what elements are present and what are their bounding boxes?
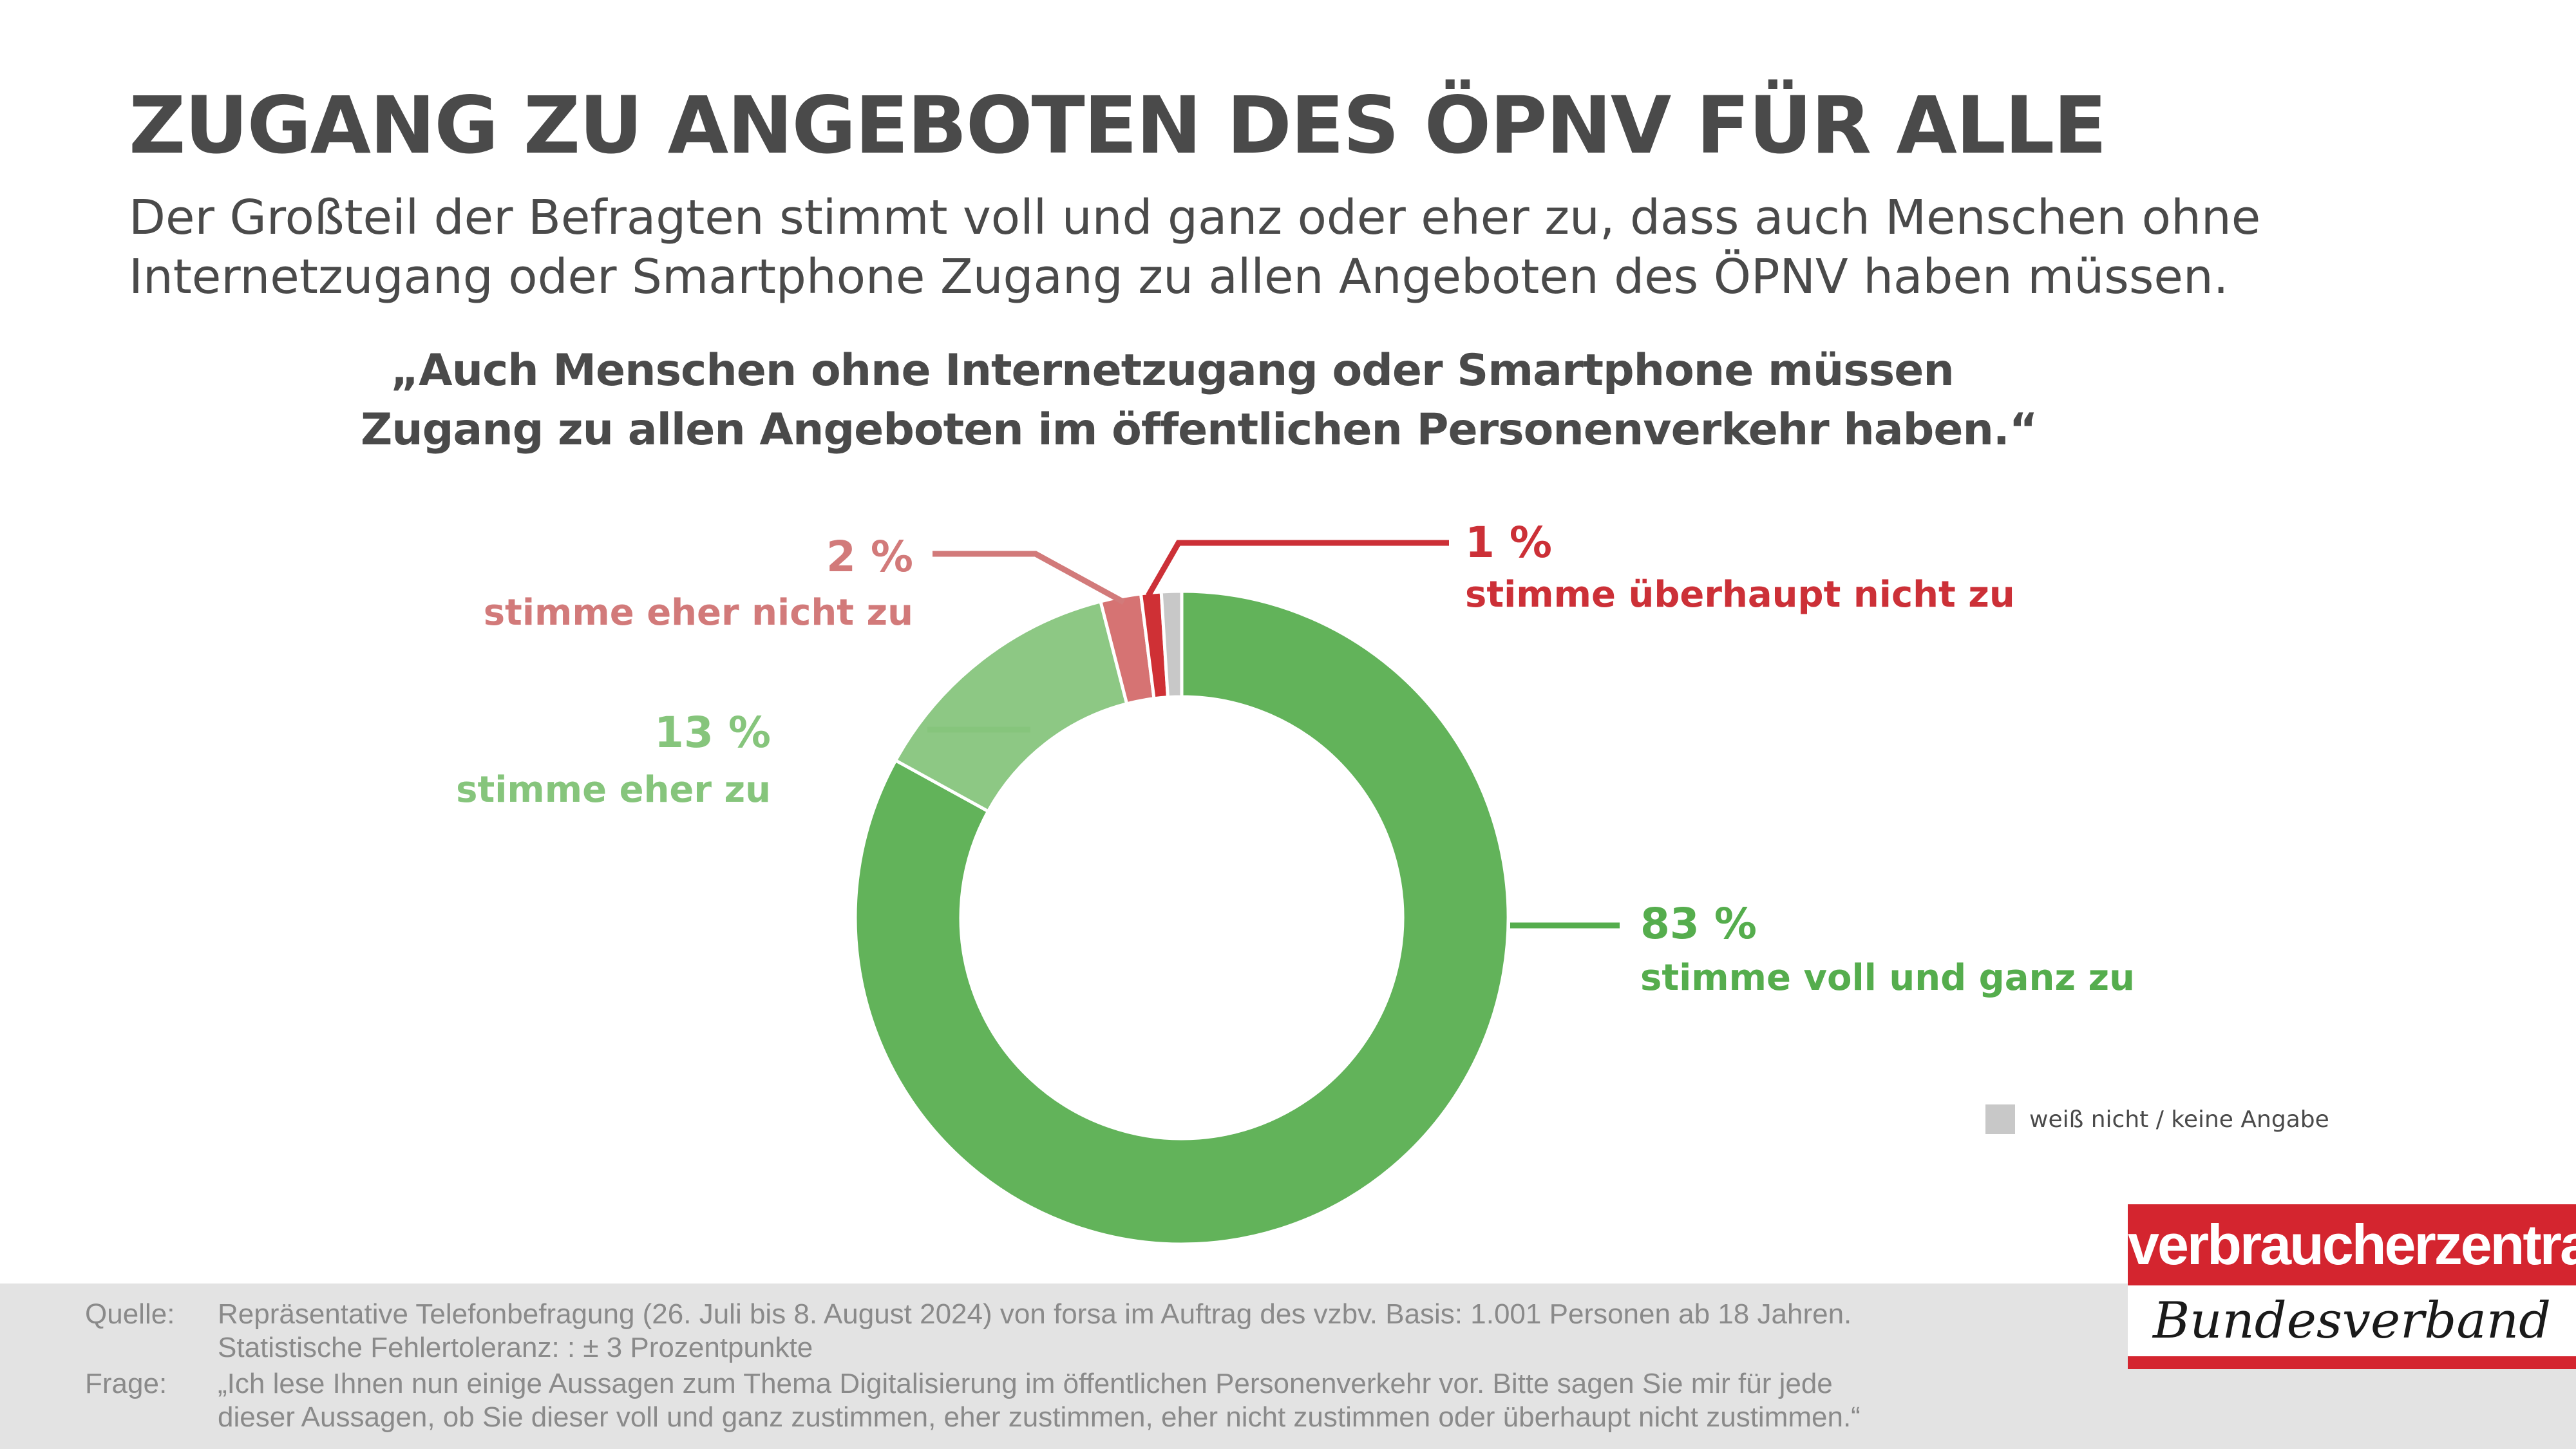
question-line-1: „Ich lese Ihnen nun einige Aussagen zum … — [218, 1368, 1833, 1399]
pct-label-eher-nicht: 2 % — [826, 532, 913, 582]
question-label: Frage: — [85, 1368, 167, 1399]
verbraucherzentrale-logo: verbraucherzentrale Bundesverband — [2128, 1204, 2576, 1369]
question-line-2: dieser Aussagen, ob Sie dieser voll und … — [218, 1401, 1861, 1433]
pct-label-eher-zu: 13 % — [654, 708, 771, 757]
category-label-voll-und-ganz: stimme voll und ganz zu — [1640, 957, 2135, 999]
question-text: „Ich lese Ihnen nun einige Aussagen zum … — [218, 1367, 2214, 1434]
chart-title-line-1: „Auch Menschen ohne Internetzugang oder … — [390, 345, 1955, 396]
leader-lines — [927, 540, 1620, 929]
source-line-2: Statistische Fehlertoleranz: : ± 3 Proze… — [218, 1332, 813, 1363]
logo-underline-bar — [2128, 1356, 2576, 1369]
source-label: Quelle: — [85, 1298, 175, 1330]
donut-slices — [853, 589, 1510, 1246]
chart-title-line-2: Zugang zu allen Angeboten im öffentliche… — [361, 404, 2038, 455]
slice-weiss-nicht — [1159, 589, 1184, 699]
pct-label-voll-und-ganz: 83 % — [1640, 899, 1757, 949]
source-text: Repräsentative Telefonbefragung (26. Jul… — [218, 1298, 2214, 1365]
chart-legend: weiß nicht / keine Angabe — [1985, 1103, 2329, 1135]
source-line-1: Repräsentative Telefonbefragung (26. Jul… — [218, 1298, 1852, 1330]
legend-label: weiß nicht / keine Angabe — [2029, 1106, 2329, 1133]
category-label-ueberhaupt-nicht: stimme überhaupt nicht zu — [1465, 574, 2015, 616]
subtitle-line-1: Der Großteil der Befragten stimmt voll u… — [129, 190, 2261, 245]
category-label-eher-zu: stimme eher zu — [456, 769, 771, 811]
slice-voll-und-ganz — [853, 589, 1510, 1246]
legend-swatch — [1985, 1104, 2015, 1134]
pct-label-ueberhaupt-nicht: 1 % — [1465, 518, 1552, 567]
slice-eher-zu — [893, 599, 1129, 814]
page-subtitle: Der Großteil der Befragten stimmt voll u… — [129, 188, 2383, 307]
leader-line-eher-nicht — [933, 551, 1126, 605]
leader-line-ueberhaupt-nicht — [1146, 540, 1449, 598]
slice-labels: 83 % stimme voll und ganz zu 13 % stimme eh… — [456, 518, 2135, 999]
page-title: ZUGANG ZU ANGEBOTEN DES ÖPNV FÜR ALLE — [129, 80, 2107, 171]
logo-wordmark: verbraucherzentrale — [2128, 1204, 2576, 1285]
subtitle-line-2: Internetzugang oder Smartphone Zugang zu… — [129, 249, 2229, 305]
chart-title: „Auch Menschen ohne Internetzugang oder … — [361, 341, 2038, 460]
logo-subtitle: Bundesverband — [2152, 1292, 2552, 1350]
category-label-eher-nicht: stimme eher nicht zu — [484, 592, 913, 634]
